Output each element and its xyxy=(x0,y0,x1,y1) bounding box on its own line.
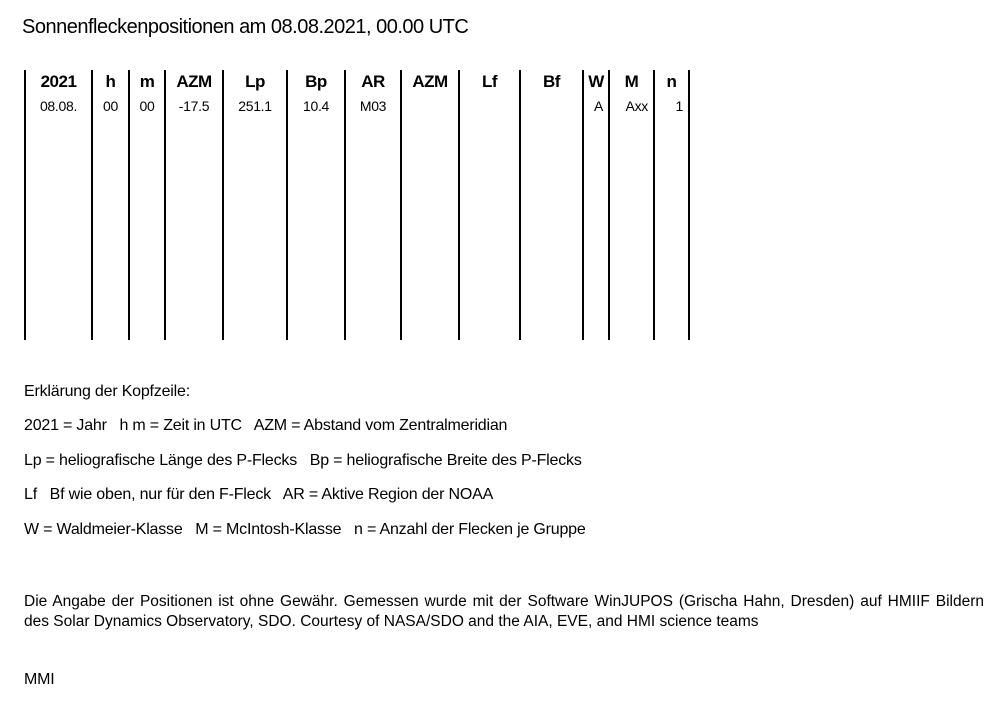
legend-line: Lp = heliografische Länge des P-Flecks B… xyxy=(24,452,582,469)
column-divider xyxy=(400,70,402,340)
column-header: h xyxy=(105,72,116,91)
column-divider xyxy=(91,70,93,340)
column-divider xyxy=(519,70,521,340)
column-header: Lp xyxy=(245,72,265,91)
table-cell: -17.5 xyxy=(178,98,210,114)
table-cell: 08.08. xyxy=(39,98,78,114)
table-cell: M03 xyxy=(359,98,387,114)
column-header: AZM xyxy=(176,72,212,91)
table-cell: 10.4 xyxy=(302,98,330,114)
table-cell: Axx xyxy=(625,98,649,114)
column-header: M xyxy=(624,72,639,91)
column-divider xyxy=(458,70,460,340)
column-divider xyxy=(653,70,655,340)
column-divider xyxy=(128,70,130,340)
table-cell: 00 xyxy=(103,98,118,114)
column-header: Lf xyxy=(481,72,498,91)
column-header: AZM xyxy=(412,72,448,91)
column-divider xyxy=(286,70,288,340)
table-cell: A xyxy=(593,98,603,114)
legend-line: 2021 = Jahr h m = Zeit in UTC AZM = Abst… xyxy=(24,417,508,434)
column-divider xyxy=(608,70,610,340)
column-header: Bf xyxy=(543,72,560,91)
column-divider xyxy=(688,70,690,340)
column-header: AR xyxy=(361,72,385,91)
column-divider xyxy=(24,70,26,340)
column-divider xyxy=(222,70,224,340)
column-header: m xyxy=(139,72,155,91)
legend-heading: Erklärung der Kopfzeile: xyxy=(24,383,190,400)
table-cell: 00 xyxy=(139,98,155,114)
column-header: Bp xyxy=(305,72,327,91)
table-cell: 251.1 xyxy=(238,98,272,114)
page-title: Sonnenfleckenpositionen am 08.08.2021, 0… xyxy=(22,16,469,38)
legend-line: Lf Bf wie oben, nur für den F-Fleck AR =… xyxy=(24,486,494,503)
column-header: 2021 xyxy=(40,72,77,91)
table-cell: 1 xyxy=(675,98,684,114)
column-divider xyxy=(164,70,166,340)
legend-line: W = Waldmeier-Klasse M = McIntosh-Klasse… xyxy=(24,521,586,538)
column-divider xyxy=(582,70,584,340)
signature: MMI xyxy=(24,671,55,688)
disclaimer: Die Angabe der Positionen ist ohne Gewäh… xyxy=(24,593,984,630)
column-header: W xyxy=(588,72,604,91)
column-header: n xyxy=(666,72,677,91)
column-divider xyxy=(344,70,346,340)
